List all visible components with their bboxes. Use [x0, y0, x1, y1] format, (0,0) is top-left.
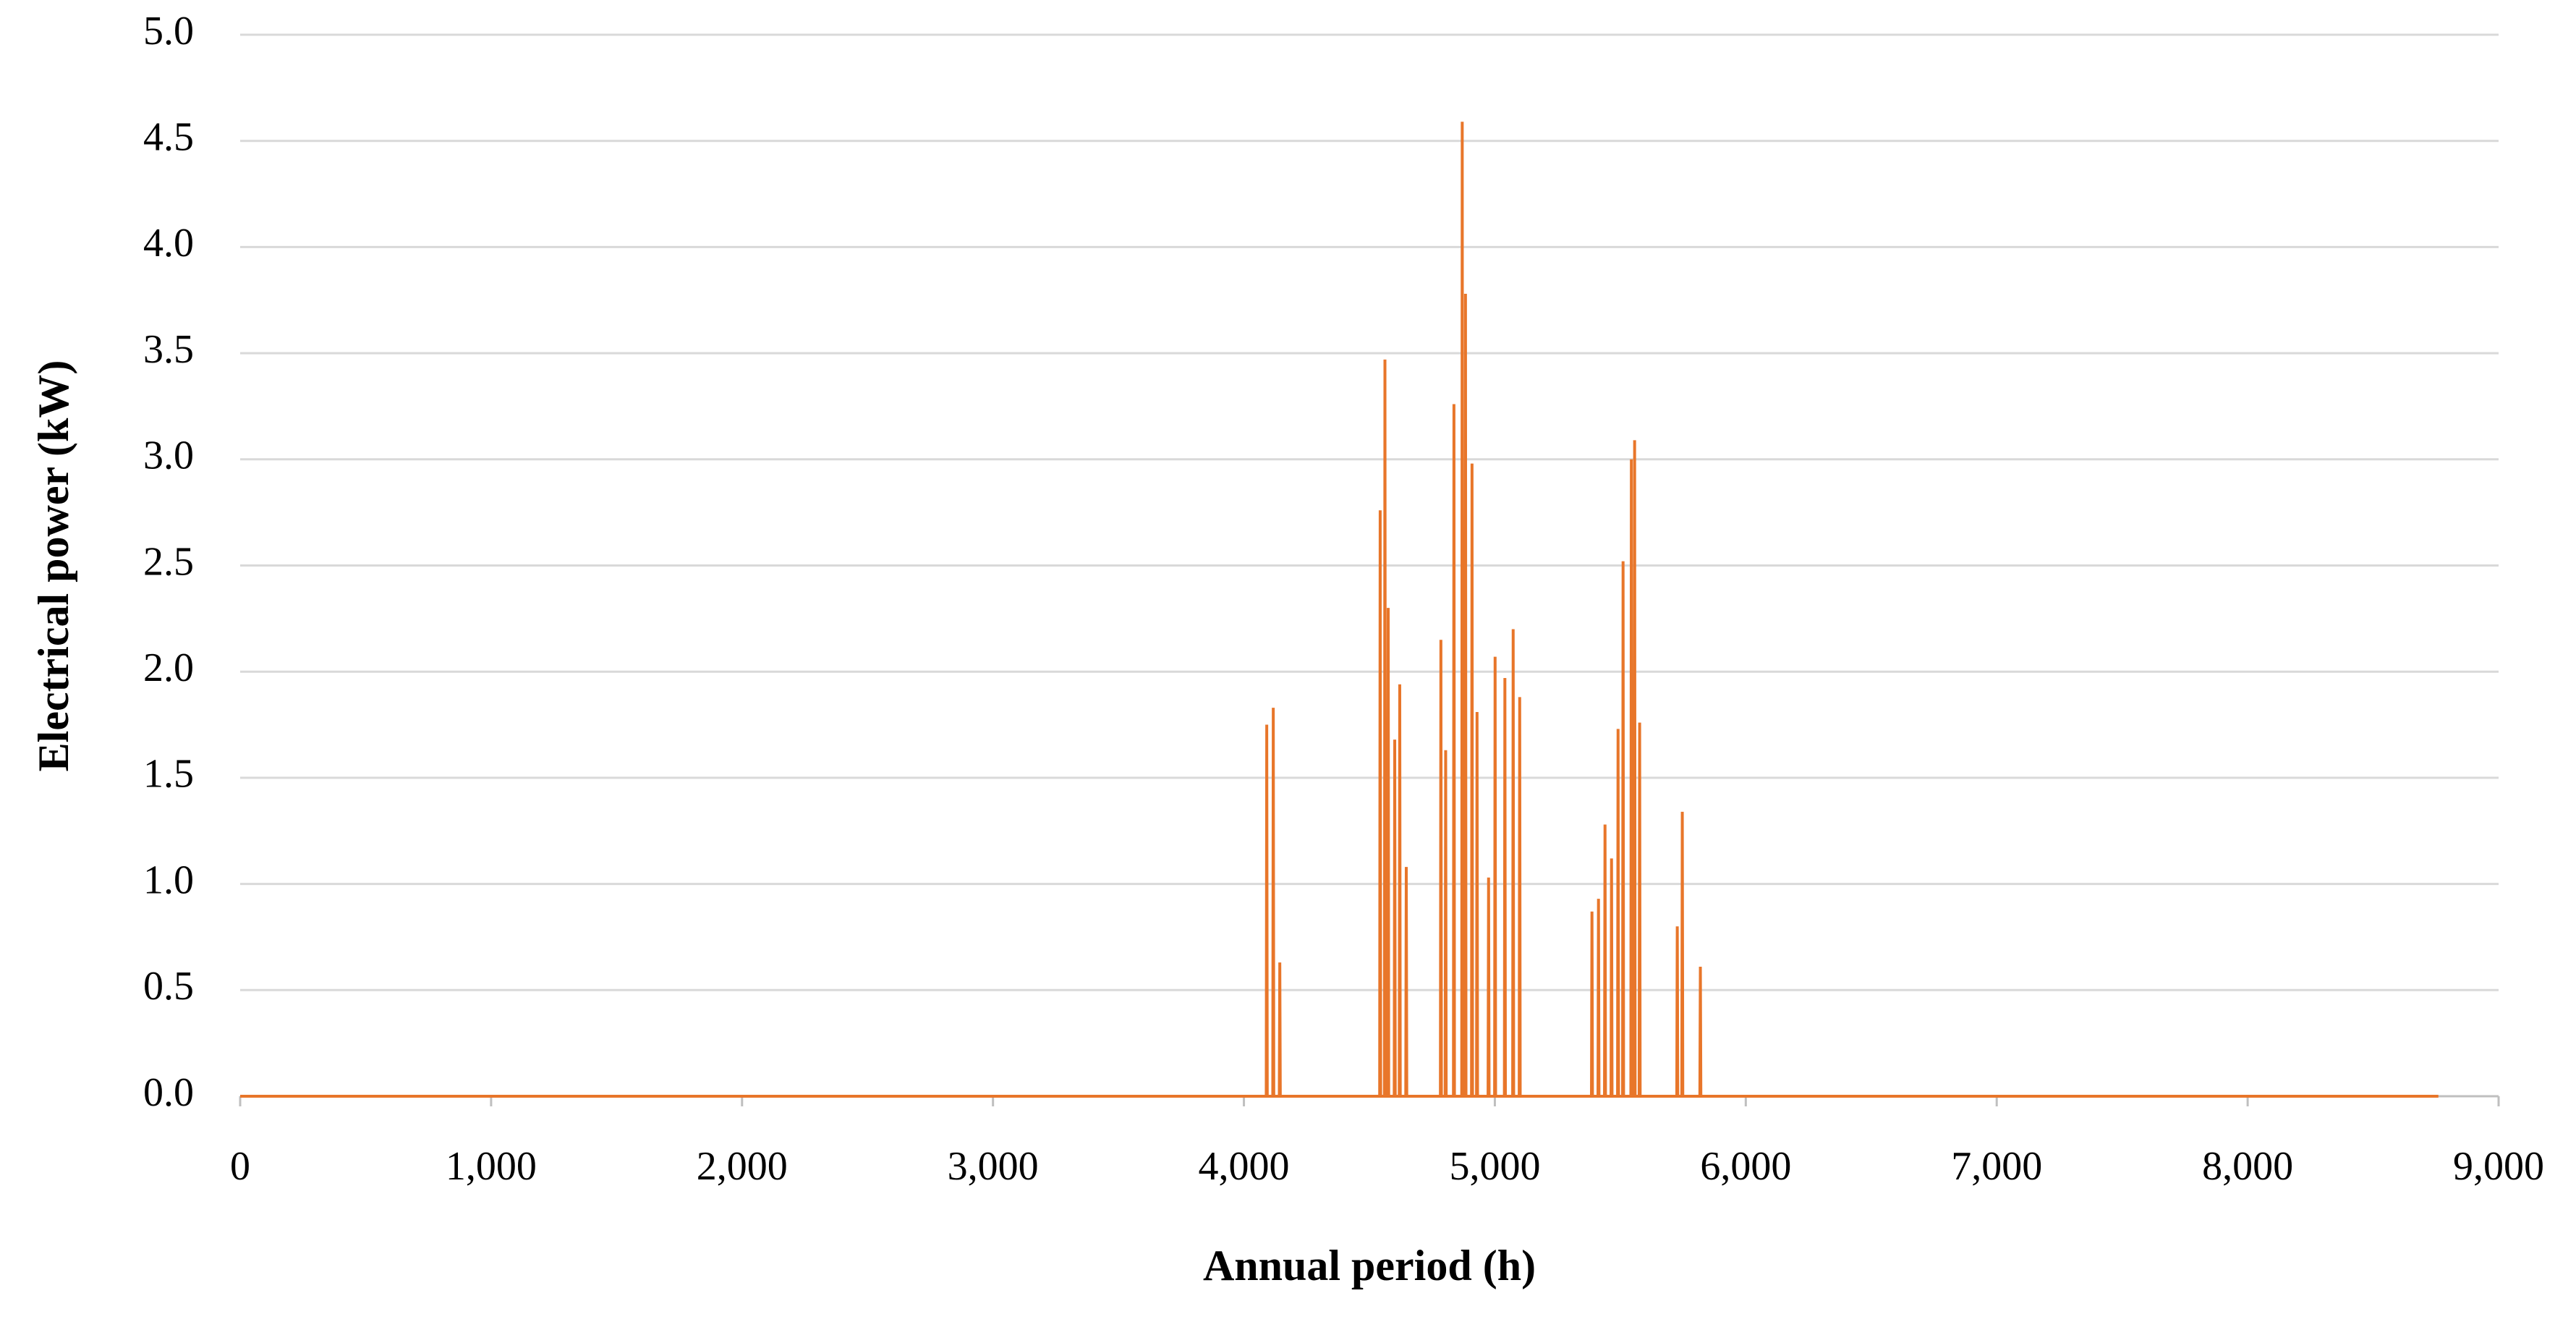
data-line: [240, 122, 2439, 1098]
y-tick-label: 1.0: [143, 857, 194, 902]
x-tick-label: 8,000: [2202, 1144, 2293, 1189]
y-tick-label: 1.5: [143, 752, 194, 797]
y-tick-label: 5.0: [143, 9, 194, 54]
x-tick-label: 2,000: [697, 1144, 788, 1189]
y-tick-label: 2.5: [143, 539, 194, 584]
x-tick-label: 6,000: [1700, 1144, 1791, 1189]
y-axis-title: Electrical power (kW): [30, 360, 77, 772]
x-tick-label: 0: [230, 1144, 250, 1189]
y-tick-label: 0.5: [143, 964, 194, 1009]
x-tick-label: 4,000: [1199, 1144, 1290, 1189]
y-tick-label: 3.0: [143, 433, 194, 478]
y-tick-label: 4.0: [143, 221, 194, 266]
x-tick-label: 3,000: [948, 1144, 1039, 1189]
y-tick-label: 2.0: [143, 645, 194, 690]
y-tick-label: 4.5: [143, 115, 194, 160]
x-tick-label: 1,000: [446, 1144, 537, 1189]
x-axis-title: Annual period (h): [1203, 1242, 1536, 1289]
x-tick-label: 7,000: [1951, 1144, 2042, 1189]
y-tick-label: 0.0: [143, 1070, 194, 1115]
x-tick-label: 9,000: [2453, 1144, 2544, 1189]
x-tick-label: 5,000: [1449, 1144, 1540, 1189]
y-tick-label: 3.5: [143, 327, 194, 372]
